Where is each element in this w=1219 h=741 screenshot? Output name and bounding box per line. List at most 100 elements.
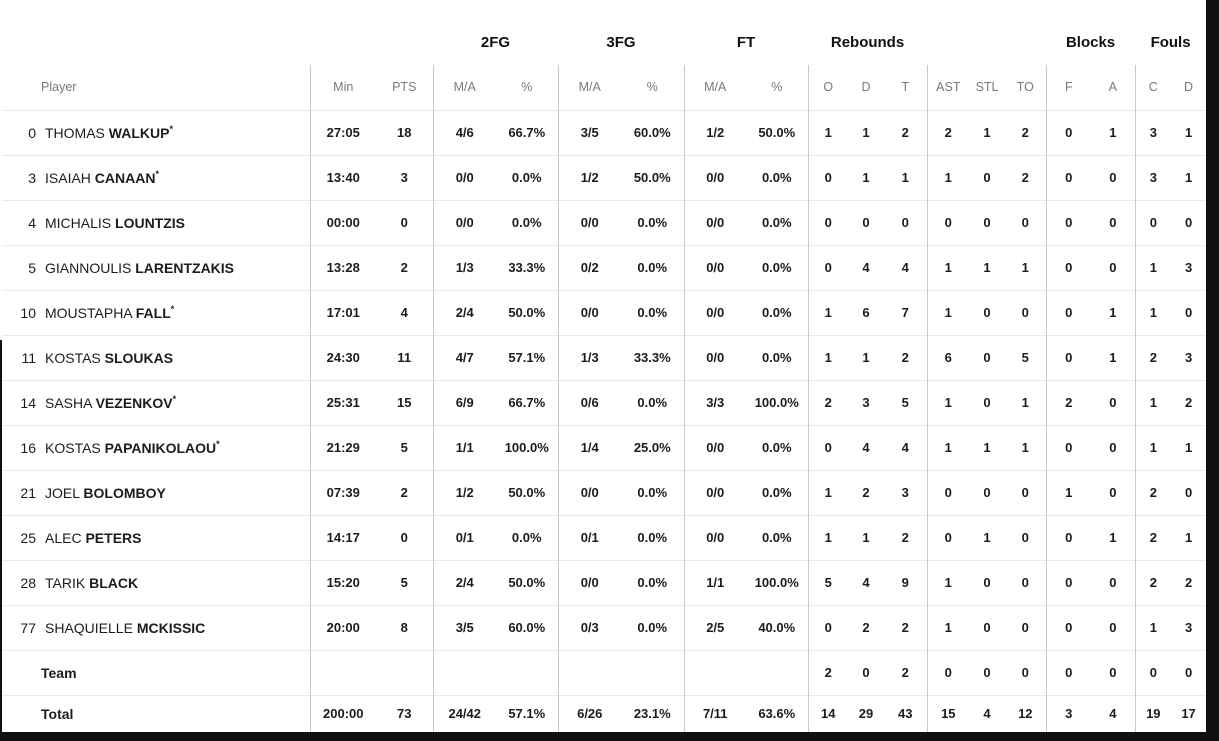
stat-cell-ftp: 0.0% [761, 350, 792, 365]
player-cell: 3 ISAIAH CANAAN* [2, 155, 310, 200]
player-number: 5 [28, 259, 36, 276]
stat-cell-fg2p: 57.1% [508, 350, 546, 365]
stat-cell-reb_t: 0 [901, 215, 909, 230]
stat-cell-to: 12 [1018, 706, 1033, 722]
stat-cell-foul_c: 1 [1134, 380, 1172, 425]
player-first-name: MICHALIS [45, 214, 116, 231]
stat-cell-reb_o: 1 [807, 335, 849, 380]
stat-cell-to: 5 [1021, 350, 1029, 365]
right-crop-edge [1206, 0, 1219, 741]
stat-cell-reb_d: 3 [862, 395, 870, 410]
stat-cell-reb_o: 1 [807, 470, 849, 515]
stat-cell-fg3: 3/5 [557, 110, 621, 155]
stat-cell-blk_a: 1 [1109, 305, 1117, 320]
column-header--8: % [771, 80, 783, 95]
stat-cell-blk_f: 0 [1045, 110, 1092, 155]
team-row: Team 2 0 2 0 0 0 0 0 0 0 [2, 650, 1207, 695]
stat-cell-pts: 0 [400, 215, 408, 230]
stat-cell-fg3: 0/0 [557, 560, 621, 605]
stat-cell-ft [683, 650, 746, 695]
stat-cell-stl: 0 [983, 350, 991, 365]
stat-cell-blk_f: 1 [1045, 470, 1092, 515]
stat-cell-foul_c: 1 [1134, 425, 1172, 470]
group-header-fouls: Fouls [1150, 34, 1191, 51]
stat-cell-blk_a: 0 [1109, 575, 1117, 590]
stat-cell-blk_a: 1 [1109, 530, 1117, 545]
stat-cell-reb_o: 14 [807, 695, 849, 732]
stat-cell-to: 0 [1021, 620, 1029, 635]
stat-cell-reb_o: 5 [807, 560, 849, 605]
stat-cell-min [309, 650, 376, 695]
stat-cell-fg3p: 0.0% [637, 485, 668, 500]
player-cell: 10 MOUSTAPHA FALL* [2, 290, 310, 335]
stat-cell-ast: 1 [926, 155, 970, 200]
stat-cell-min: 21:29 [309, 425, 376, 470]
stat-cell-blk_a: 0 [1109, 260, 1117, 275]
stat-cell-to: 1 [1021, 395, 1029, 410]
player-last-name: BOLOMBOY [83, 484, 166, 501]
stat-cell-fg2p: 66.7% [508, 125, 546, 140]
stat-cell-reb_t: 7 [901, 305, 909, 320]
stat-cell-blk_a: 0 [1109, 665, 1117, 680]
column-header-row: Player Min PTS M/A% M/A% M/A% O D T AST STL TO F A C D [2, 65, 1207, 110]
starter-marker: * [155, 168, 159, 179]
player-row: 25 ALEC PETERS 14:17 0 0/1 0.0% 0/1 0.0% 0/0 0.0%… [2, 515, 1207, 560]
stat-cell-ftp: 0.0% [761, 170, 792, 185]
player-number: 16 [20, 439, 36, 456]
stat-cell-ast: 0 [926, 515, 970, 560]
stat-cell-ast: 6 [926, 335, 970, 380]
stat-cell-blk_f: 0 [1045, 650, 1092, 695]
stat-cell-blk_f: 0 [1045, 245, 1092, 290]
stat-cell-stl: 1 [983, 440, 991, 455]
stat-cell-fg2p: 50.0% [508, 485, 546, 500]
stat-cell-reb_o: 0 [807, 425, 849, 470]
group-header-2fg: 2FG [480, 34, 511, 51]
stat-cell-foul_d: 1 [1184, 170, 1193, 185]
stat-cell-ftp: 100.0% [754, 575, 799, 590]
column-header-o-9: O [807, 65, 849, 110]
stat-cell-pts: 8 [400, 620, 408, 635]
stat-cell-to: 2 [1021, 125, 1029, 140]
stat-cell-ft: 3/3 [683, 380, 746, 425]
player-number: 14 [20, 394, 36, 411]
stat-cell-to: 0 [1021, 665, 1029, 680]
stat-cell-ftp: 100.0% [754, 395, 799, 410]
stat-cell-ft: 0/0 [683, 425, 746, 470]
stat-cell-fg2p: 50.0% [508, 305, 546, 320]
left-crop-edge [0, 340, 2, 741]
stat-cell-stl: 1 [983, 530, 991, 545]
player-first-name: JOEL [45, 484, 84, 501]
stat-cell-fg3p: 60.0% [633, 125, 671, 140]
stat-cell-reb_o: 0 [807, 605, 849, 650]
player-last-name: VEZENKOV [95, 394, 173, 411]
column-header-t-11: T [901, 80, 910, 95]
player-last-name: SLOUKAS [104, 349, 174, 366]
group-header-spacer [927, 20, 1046, 65]
stat-cell-stl: 0 [983, 620, 991, 635]
stat-cell-foul_d: 3 [1184, 350, 1193, 365]
stat-cell-ast: 1 [926, 560, 970, 605]
stat-cell-ft: 0/0 [683, 335, 746, 380]
stat-cell-reb_d: 2 [862, 620, 870, 635]
stat-cell-foul_c: 2 [1134, 470, 1172, 515]
player-cell: 28 TARIK BLACK [2, 560, 310, 605]
stat-cell-ast: 1 [926, 290, 970, 335]
stat-cell-reb_o: 1 [807, 290, 849, 335]
stat-cell-blk_f: 0 [1045, 155, 1092, 200]
player-number: 77 [20, 619, 36, 636]
group-header-row: 2FG 3FG FT Rebounds Blocks Fouls [2, 20, 1206, 65]
stat-cell-fg3p: 0.0% [637, 620, 668, 635]
stat-cell-reb_d: 4 [862, 440, 870, 455]
stat-cell-fg3: 0/1 [557, 515, 621, 560]
stat-cell-ftp: 0.0% [761, 530, 792, 545]
stat-cell-fg2: 1/3 [432, 245, 496, 290]
player-last-name: LARENTZAKIS [135, 259, 235, 276]
stat-cell-pts: 11 [397, 350, 412, 365]
stat-cell-blk_a: 1 [1109, 125, 1117, 140]
player-first-name: MOUSTAPHA [45, 304, 136, 321]
stat-cell-fg3p: 0.0% [637, 305, 668, 320]
stat-cell-ft: 1/2 [683, 110, 746, 155]
stat-cell-stl: 0 [983, 485, 991, 500]
stat-cell-to: 0 [1021, 215, 1029, 230]
stat-cell-min: 14:17 [309, 515, 376, 560]
